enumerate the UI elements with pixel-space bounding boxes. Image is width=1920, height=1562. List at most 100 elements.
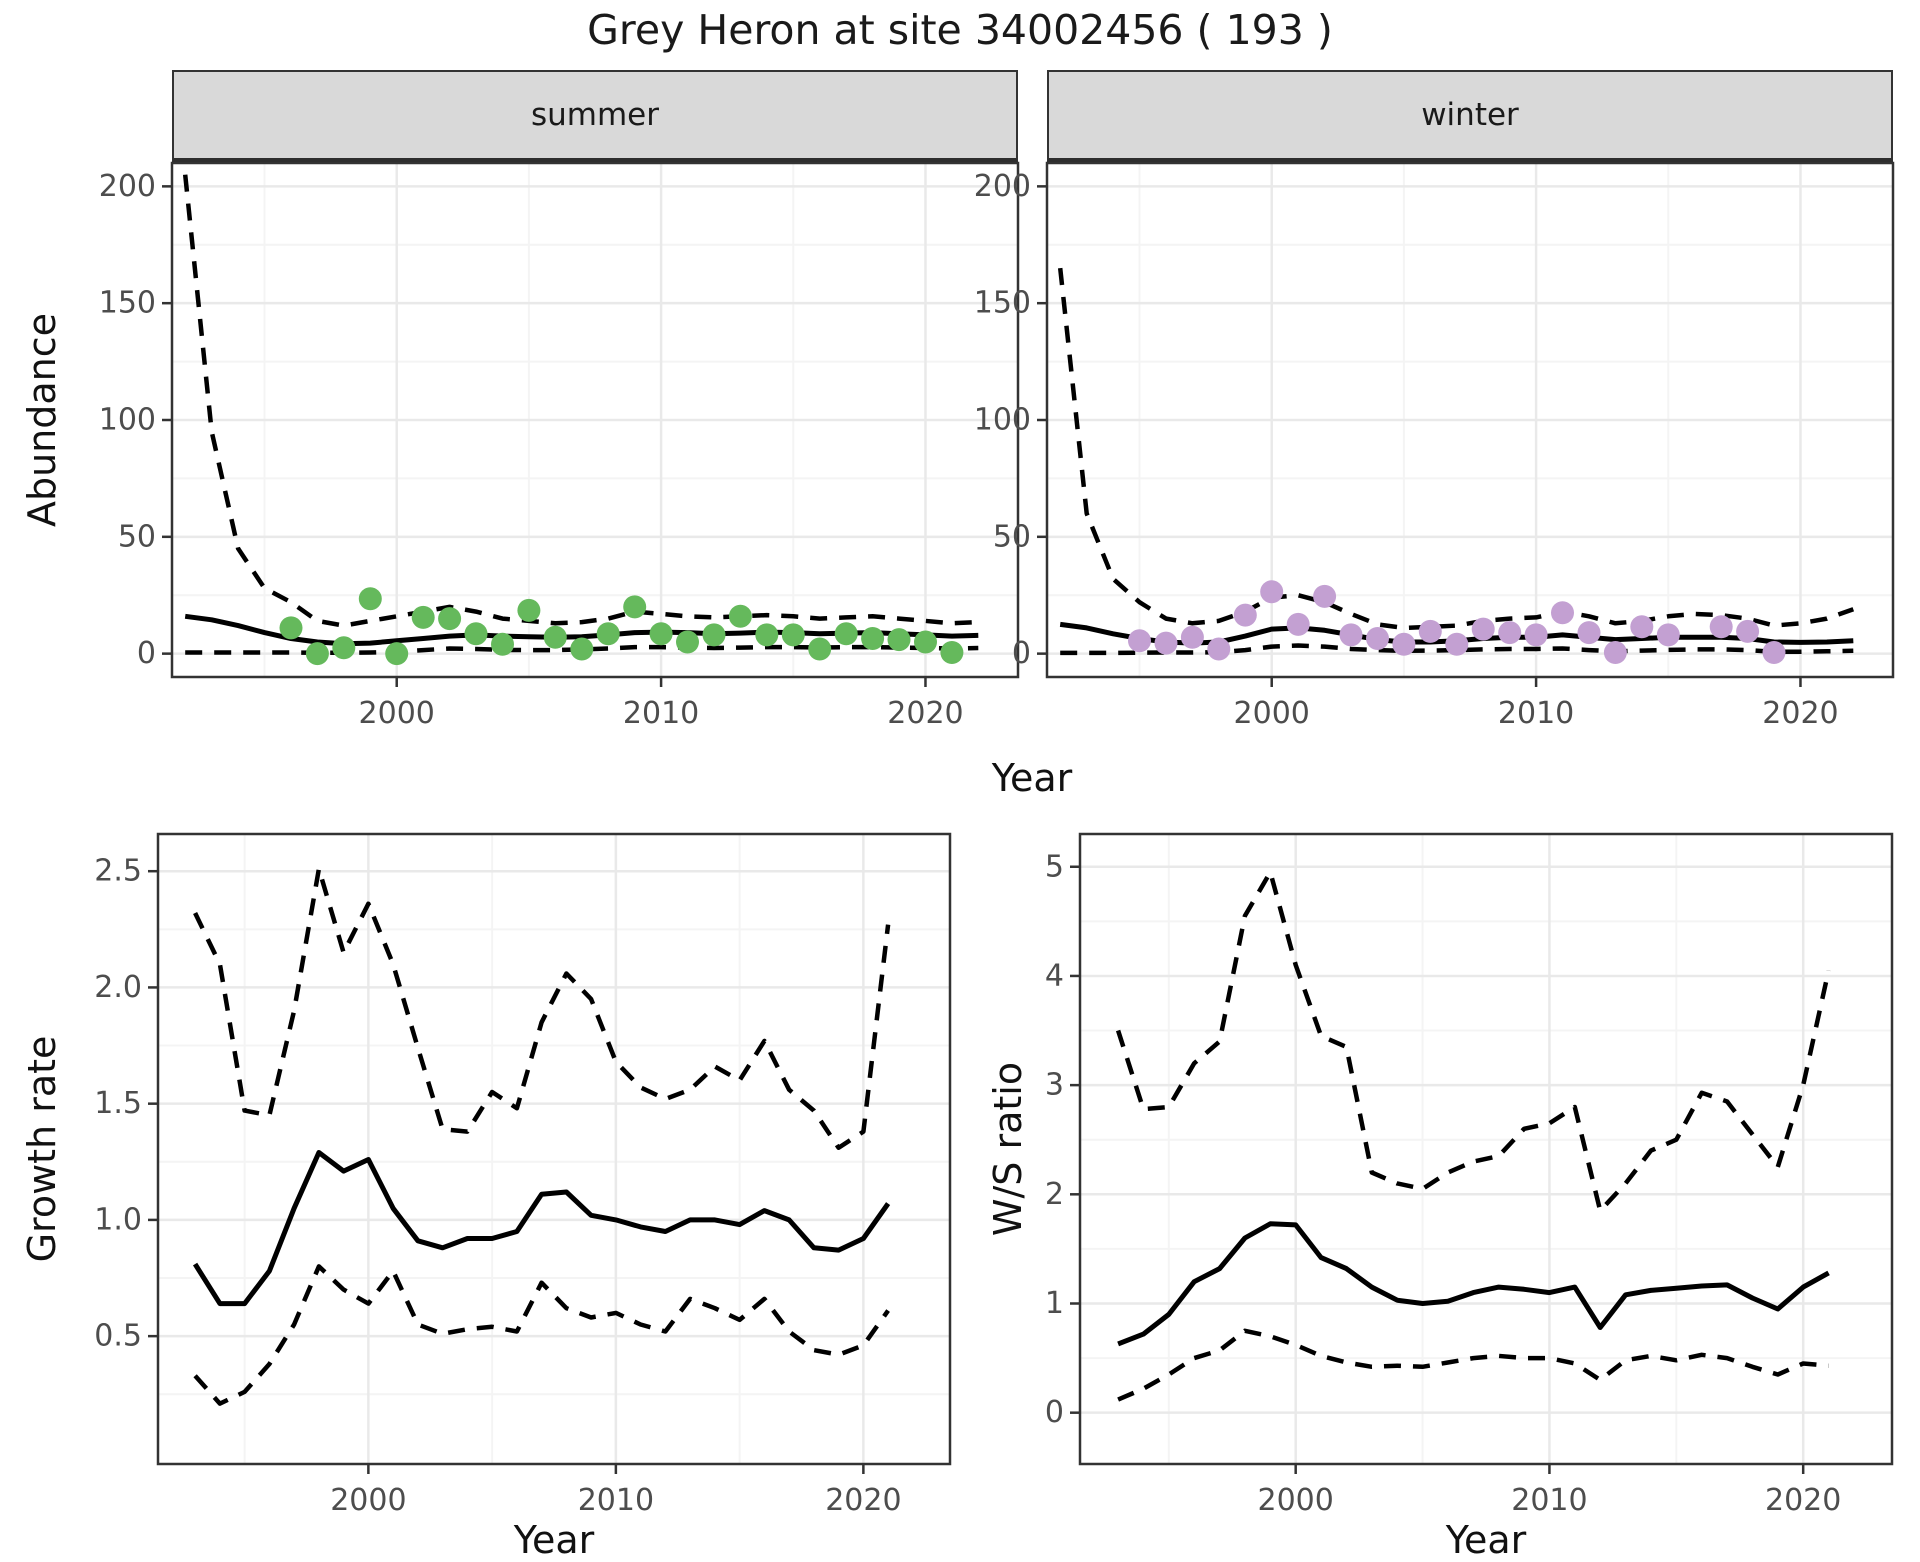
abundance-winter-x-tick-label: 2010	[1498, 696, 1574, 731]
summer-observations-point	[332, 636, 356, 660]
winter-observations-point	[1762, 641, 1786, 664]
winter-observations-point	[1471, 617, 1495, 641]
summer-observations-point	[781, 623, 805, 647]
summer-observations-point	[702, 623, 726, 647]
ws-ratio-series-group	[1115, 869, 1831, 1402]
summer-observations-point	[887, 628, 911, 652]
ws-ratio-y-tick-label: 1	[1045, 1286, 1064, 1321]
summer-observations-point	[728, 604, 752, 628]
summer-observations-point	[305, 642, 329, 666]
abundance-summer-x-tick-label: 2000	[359, 696, 435, 731]
summer-observations-point	[491, 632, 514, 656]
winter-observations-point	[1313, 584, 1337, 608]
winter-observations-point	[1736, 619, 1760, 643]
growth-rate-y-tick-label: 1.0	[94, 1202, 142, 1237]
growth-rate-lower_ci-line	[193, 1264, 890, 1406]
abundance-summer-series-group	[182, 174, 979, 666]
ws-ratio-panel-border	[1078, 832, 1894, 1466]
winter-observations-point	[1154, 631, 1178, 655]
summer-observations-point	[570, 637, 594, 661]
summer-observations-point	[279, 616, 303, 640]
winter-observations-point	[1286, 612, 1310, 636]
ws-ratio-panel-bg	[1080, 834, 1892, 1464]
ws-ratio-x-tick-label: 2020	[1765, 1483, 1841, 1518]
summer-observations-point	[623, 595, 647, 619]
summer-observations-point	[596, 622, 620, 646]
summer-observations-point	[411, 605, 435, 629]
abundance-winter-y-tick-label: 100	[974, 403, 1031, 438]
winter-observations-point	[1260, 580, 1284, 604]
abundance-summer-y-tick-label: 0	[137, 636, 156, 671]
winter-observations-point	[1418, 619, 1442, 643]
summer-observations-point	[385, 642, 409, 666]
ws-ratio-y-tick-label: 4	[1045, 958, 1064, 993]
abundance-summer-upper_ci-line	[182, 174, 979, 628]
abundance-summer-y-tick-label: 100	[99, 403, 156, 438]
abundance-winter-y-tick-label: 50	[993, 519, 1031, 554]
growth-rate-upper_ci-line	[193, 866, 891, 1151]
abundance-winter-upper_ci-line	[1057, 267, 1855, 631]
winter-observations-point	[1577, 621, 1601, 645]
ws-ratio-x-tick-label: 2000	[1258, 1483, 1334, 1518]
winter-observations-point	[1233, 603, 1257, 627]
growth-rate-panel-border	[156, 832, 952, 1466]
abundance-summer-y-tick-label: 200	[99, 169, 156, 204]
abundance-winter-lower_ci-line	[1060, 643, 1854, 656]
y-axis-title-growth-rate: Growth rate	[20, 1035, 64, 1263]
growth-rate-y-tick-label: 2.0	[94, 970, 142, 1005]
growth-rate-y-tick-label: 2.5	[94, 854, 142, 889]
winter-observations-point	[1445, 632, 1469, 656]
x-axis-title-year-bottom-left: Year	[513, 1518, 595, 1562]
ws-ratio-lower_ci-line	[1117, 1328, 1829, 1402]
winter-observations-point	[1180, 625, 1204, 649]
growth-rate-series-group	[192, 866, 891, 1406]
growth-rate-y-tick-label: 0.5	[94, 1319, 142, 1354]
y-axis-title-abundance: Abundance	[20, 312, 64, 528]
facet-strip-winter: winter	[1047, 70, 1893, 162]
winter-observations-point	[1630, 615, 1654, 639]
winter-observations-point	[1656, 623, 1680, 647]
winter-observations-point	[1603, 641, 1627, 664]
facet-strip-winter-label: winter	[1421, 97, 1519, 133]
winter-observations-point	[1366, 627, 1389, 650]
ws-ratio-upper_ci-line	[1115, 869, 1831, 1213]
summer-observations-point	[676, 630, 699, 654]
abundance-winter-y-tick-label: 200	[974, 169, 1031, 204]
summer-observations-point	[755, 623, 779, 647]
winter-observations-point	[1709, 615, 1733, 639]
summer-observations-point	[861, 627, 885, 650]
abundance-summer-x-tick-label: 2020	[887, 696, 963, 731]
summer-observations-point	[834, 622, 858, 646]
ws-ratio-y-tick-label: 3	[1045, 1068, 1064, 1103]
abundance-summer-y-tick-label: 50	[118, 519, 156, 554]
page-title: Grey Heron at site 34002456 ( 193 )	[587, 6, 1333, 54]
summer-observations-point	[464, 622, 488, 646]
summer-observations-point	[649, 622, 673, 646]
growth-rate-x-tick-label: 2020	[825, 1483, 901, 1518]
ws-ratio-x-tick-label: 2010	[1511, 1483, 1587, 1518]
abundance-winter-x-tick-label: 2000	[1234, 696, 1310, 731]
winter-observations-point	[1498, 621, 1522, 645]
abundance-winter-series-group	[1057, 267, 1855, 664]
summer-observations-point	[808, 637, 832, 661]
growth-rate-x-tick-label: 2010	[578, 1483, 654, 1518]
facet-strip-summer: summer	[172, 70, 1018, 162]
growth-rate-y-tick-label: 1.5	[94, 1086, 142, 1121]
summer-observations-point	[914, 630, 937, 654]
winter-observations-point	[1524, 623, 1548, 647]
abundance-winter-y-tick-label: 150	[974, 286, 1031, 321]
facet-strip-summer-label: summer	[530, 97, 659, 133]
summer-observations-point	[358, 587, 382, 611]
y-axis-title-ws-ratio: W/S ratio	[986, 1061, 1030, 1237]
growth-rate-fit-line	[192, 1150, 891, 1307]
winter-observations-point	[1551, 601, 1574, 625]
summer-observations-point	[438, 607, 462, 631]
winter-observations-point	[1128, 629, 1151, 653]
winter-observations-point	[1392, 632, 1416, 656]
ws-ratio-y-tick-label: 0	[1045, 1395, 1064, 1430]
winter-observations-point	[1339, 623, 1363, 647]
ws-ratio-y-tick-label: 5	[1045, 849, 1064, 884]
abundance-summer-y-tick-label: 150	[99, 286, 156, 321]
abundance-winter-y-tick-label: 0	[1012, 636, 1031, 671]
